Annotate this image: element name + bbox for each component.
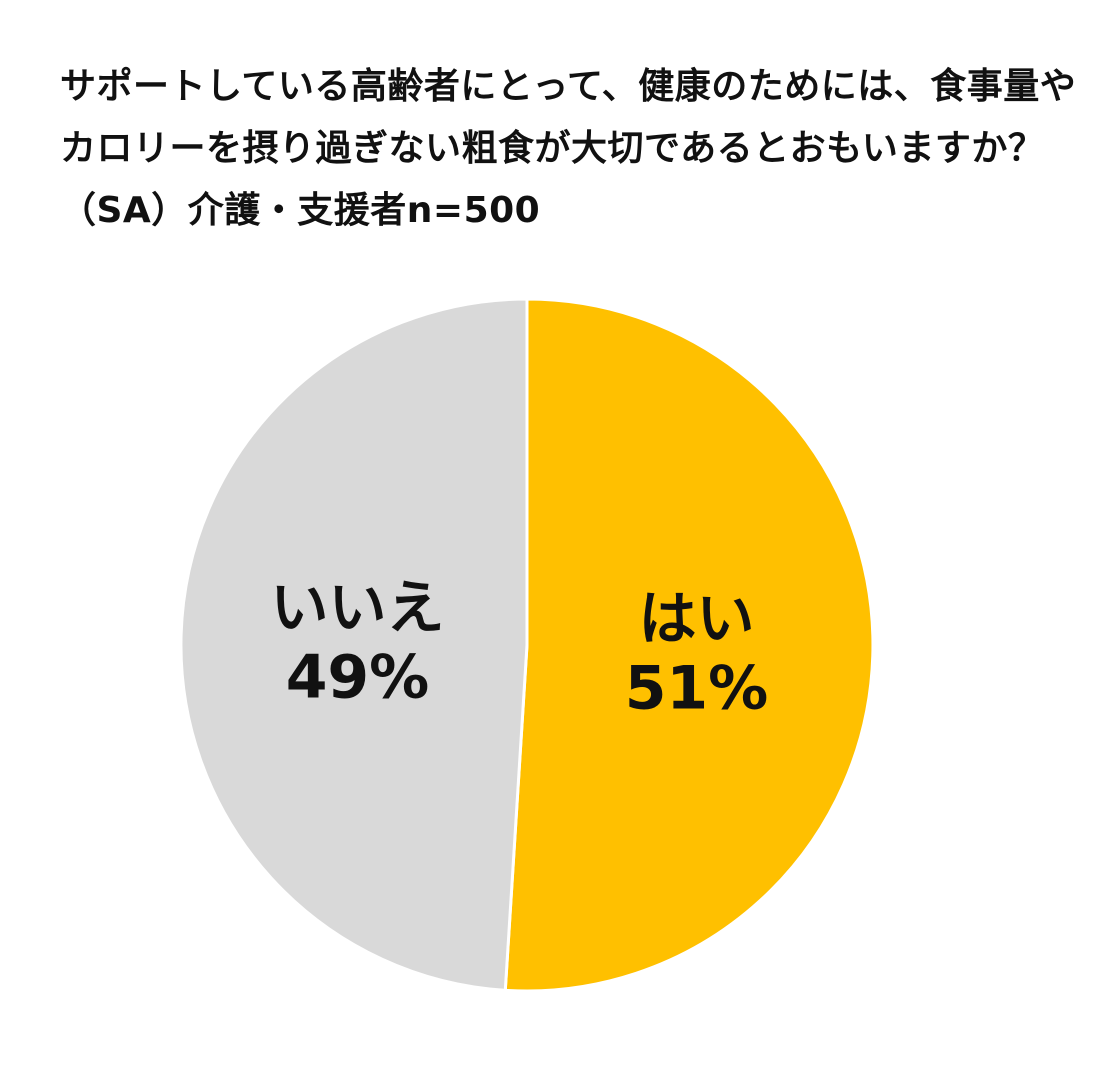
pie-slice-value-1: 49% bbox=[286, 643, 430, 713]
pie-slice-label-1: いいえ bbox=[270, 574, 444, 642]
chart-title-line-3: （SA）介護・支援者n=500 bbox=[60, 190, 541, 231]
pie-slice-1 bbox=[179, 297, 529, 992]
pie-slice-value-0: 51% bbox=[625, 653, 769, 723]
chart-title: サポートしている高齢者にとって、健康のためには、食事量や カロリーを摂り過ぎない… bbox=[60, 56, 1080, 242]
pie-slice-label-0: はい bbox=[638, 584, 754, 652]
chart-title-line-2: カロリーを摂り過ぎない粗食が大切であるとおもいますか？ bbox=[60, 128, 1045, 169]
pie-slice-0 bbox=[503, 297, 875, 993]
chart-title-line-1: サポートしている高齢者にとって、健康のためには、食事量や bbox=[60, 66, 1077, 107]
pie-slices bbox=[179, 297, 875, 993]
